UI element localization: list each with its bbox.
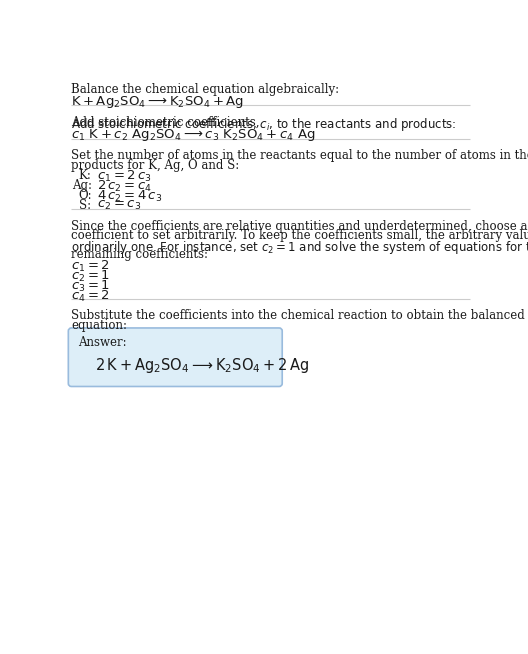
Text: equation:: equation:	[71, 318, 127, 332]
Text: Substitute the coefficients into the chemical reaction to obtain the balanced: Substitute the coefficients into the che…	[71, 309, 525, 322]
Text: Answer:: Answer:	[78, 336, 126, 349]
Text: Set the number of atoms in the reactants equal to the number of atoms in the: Set the number of atoms in the reactants…	[71, 149, 528, 162]
Text: Balance the chemical equation algebraically:: Balance the chemical equation algebraica…	[71, 83, 340, 96]
Text: Add stoichiometric coefficients, $c_i$, to the reactants and products:: Add stoichiometric coefficients, $c_i$, …	[71, 116, 457, 133]
Text: remaining coefficients:: remaining coefficients:	[71, 248, 209, 261]
Text: $\mathrm{K + Ag_2SO_4 \longrightarrow K_2SO_4 + Ag}$: $\mathrm{K + Ag_2SO_4 \longrightarrow K_…	[71, 94, 244, 110]
Text: Ag:: Ag:	[72, 179, 91, 192]
Text: $c_3 = 1$: $c_3 = 1$	[71, 279, 110, 294]
Text: $c_2 = 1$: $c_2 = 1$	[71, 269, 110, 284]
Text: $c_1 = 2\,c_3$: $c_1 = 2\,c_3$	[97, 169, 152, 184]
Text: $2\,c_2 = c_4$: $2\,c_2 = c_4$	[97, 179, 152, 194]
Text: $c_4 = 2$: $c_4 = 2$	[71, 288, 110, 304]
Text: $c_2 = c_3$: $c_2 = c_3$	[97, 199, 141, 213]
Text: $c_1 = 2$: $c_1 = 2$	[71, 259, 110, 274]
Text: $c_1\ \mathrm{K} + c_2\ \mathrm{Ag_2SO_4} \longrightarrow c_3\ \mathrm{K_2SO_4} : $c_1\ \mathrm{K} + c_2\ \mathrm{Ag_2SO_4…	[71, 127, 316, 143]
Text: K:: K:	[79, 169, 91, 182]
Text: ordinarily one. For instance, set $c_2 = 1$ and solve the system of equations fo: ordinarily one. For instance, set $c_2 =…	[71, 239, 528, 256]
Text: O:: O:	[78, 190, 91, 202]
Text: Add stoichiometric coefficients,: Add stoichiometric coefficients,	[71, 116, 263, 129]
FancyBboxPatch shape	[68, 328, 282, 387]
Text: $\mathrm{2\,K + Ag_2SO_4 \longrightarrow K_2SO_4 + 2\,Ag}$: $\mathrm{2\,K + Ag_2SO_4 \longrightarrow…	[95, 356, 309, 375]
Text: S:: S:	[79, 199, 91, 213]
Text: products for K, Ag, O and S:: products for K, Ag, O and S:	[71, 158, 240, 171]
Text: Since the coefficients are relative quantities and underdetermined, choose a: Since the coefficients are relative quan…	[71, 220, 528, 233]
Text: coefficient to set arbitrarily. To keep the coefficients small, the arbitrary va: coefficient to set arbitrarily. To keep …	[71, 230, 528, 243]
Text: $4\,c_2 = 4\,c_3$: $4\,c_2 = 4\,c_3$	[97, 190, 163, 205]
